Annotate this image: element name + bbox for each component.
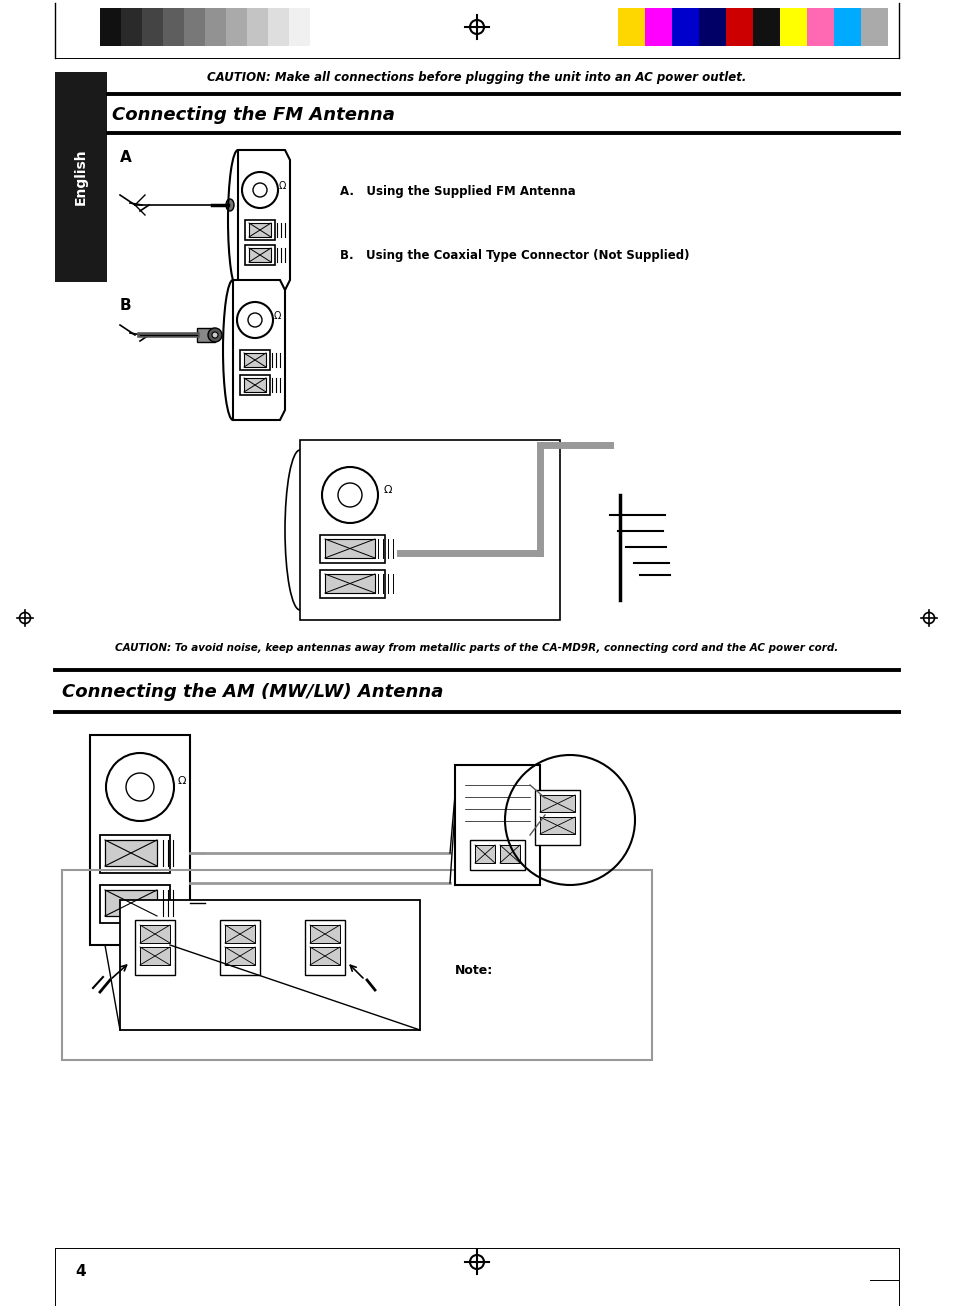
Bar — [226, 8, 247, 46]
Bar — [100, 8, 121, 46]
Bar — [299, 440, 559, 620]
Bar — [244, 377, 266, 392]
Bar — [268, 8, 289, 46]
Bar — [140, 925, 170, 943]
Bar — [225, 947, 254, 965]
Bar — [833, 8, 861, 46]
Bar — [539, 818, 575, 835]
Text: Ω: Ω — [177, 776, 186, 786]
Bar — [699, 8, 725, 46]
Polygon shape — [233, 279, 285, 421]
Bar — [135, 919, 174, 976]
Bar — [249, 223, 271, 236]
Text: Connecting the FM Antenna: Connecting the FM Antenna — [112, 106, 395, 124]
Bar — [100, 835, 170, 872]
Bar — [247, 8, 268, 46]
Bar — [244, 353, 266, 367]
Bar — [535, 790, 579, 845]
Text: Connecting the AM (MW/LW) Antenna: Connecting the AM (MW/LW) Antenna — [62, 683, 443, 701]
Text: Ω: Ω — [383, 485, 392, 495]
Bar — [220, 919, 260, 976]
Text: A: A — [120, 150, 132, 166]
Bar — [205, 8, 226, 46]
Bar — [861, 8, 887, 46]
Bar — [240, 350, 270, 370]
Bar — [249, 248, 271, 263]
Bar — [245, 246, 274, 265]
Bar — [499, 845, 519, 863]
Text: Ω: Ω — [273, 311, 280, 321]
Bar — [475, 845, 495, 863]
Bar — [780, 8, 806, 46]
Bar — [184, 8, 205, 46]
Text: CAUTION: To avoid noise, keep antennas away from metallic parts of the CA-MD9R, : CAUTION: To avoid noise, keep antennas a… — [115, 643, 838, 653]
Bar — [225, 925, 254, 943]
Text: 4: 4 — [75, 1264, 86, 1280]
Bar — [319, 569, 385, 598]
Bar — [806, 8, 833, 46]
Bar — [140, 947, 170, 965]
Bar — [240, 375, 270, 394]
Bar — [305, 919, 345, 976]
Text: CAUTION: Make all connections before plugging the unit into an AC power outlet.: CAUTION: Make all connections before plu… — [207, 72, 746, 85]
Bar — [310, 947, 339, 965]
Bar — [196, 328, 214, 342]
Circle shape — [208, 328, 222, 342]
Bar — [455, 765, 539, 885]
Bar — [618, 8, 644, 46]
Bar — [90, 735, 190, 946]
Bar — [325, 539, 375, 558]
Bar — [121, 8, 142, 46]
Bar — [539, 795, 575, 812]
Text: A.   Using the Supplied FM Antenna: A. Using the Supplied FM Antenna — [339, 185, 576, 199]
Bar — [120, 900, 419, 1030]
Bar — [644, 8, 671, 46]
Ellipse shape — [226, 199, 233, 212]
Bar — [752, 8, 780, 46]
Bar — [105, 840, 157, 866]
Bar — [725, 8, 752, 46]
Bar — [245, 219, 274, 240]
Bar — [100, 885, 170, 923]
Text: English: English — [74, 149, 88, 205]
Circle shape — [212, 332, 218, 338]
Bar — [62, 870, 651, 1060]
Polygon shape — [237, 150, 290, 290]
Text: B.   Using the Coaxial Type Connector (Not Supplied): B. Using the Coaxial Type Connector (Not… — [339, 248, 689, 261]
Bar — [470, 840, 524, 870]
Bar — [55, 72, 107, 282]
Text: Note:: Note: — [455, 964, 493, 977]
Bar — [325, 575, 375, 593]
Bar — [319, 535, 385, 563]
Text: B: B — [120, 298, 132, 312]
Bar — [310, 925, 339, 943]
Bar — [671, 8, 699, 46]
Bar — [105, 889, 157, 916]
Text: Ω: Ω — [278, 182, 285, 191]
Bar — [289, 8, 310, 46]
Bar — [163, 8, 184, 46]
Bar — [142, 8, 163, 46]
